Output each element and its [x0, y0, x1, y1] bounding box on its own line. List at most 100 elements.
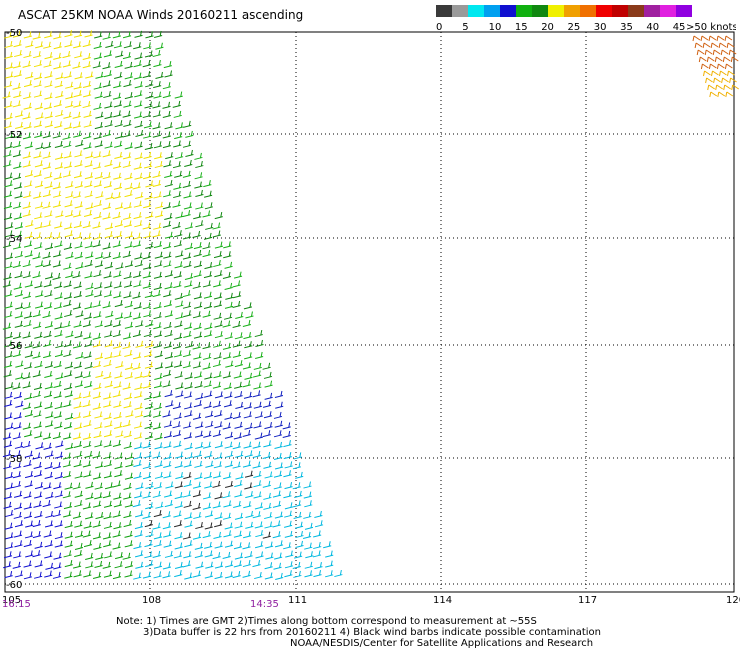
wind-barb	[224, 441, 233, 449]
wind-barb	[144, 520, 153, 528]
wind-barb	[44, 570, 53, 578]
wind-barb	[63, 161, 73, 169]
wind-barb	[12, 242, 22, 250]
wind-barb	[213, 461, 222, 469]
wind-barb	[23, 392, 33, 400]
wind-barb	[264, 511, 273, 520]
wind-barb	[235, 401, 244, 409]
wind-barb	[174, 371, 183, 379]
wind-barb	[222, 371, 232, 379]
wind-barb	[133, 270, 142, 278]
wind-barb	[195, 421, 204, 429]
wind-barb	[165, 400, 174, 408]
wind-barb	[273, 562, 282, 570]
wind-barb	[92, 532, 102, 540]
wind-barb	[14, 271, 23, 279]
wind-barb	[254, 411, 264, 419]
wind-barb	[123, 220, 133, 228]
wind-barb	[264, 572, 273, 580]
wind-barb	[53, 250, 62, 258]
wind-barb	[721, 77, 729, 84]
wind-barb	[34, 541, 43, 549]
wind-barb	[4, 261, 13, 269]
wind-barb	[222, 320, 231, 328]
wind-barb	[5, 222, 14, 230]
wind-barb	[3, 121, 13, 129]
wind-barb	[103, 540, 112, 548]
wind-barb	[134, 252, 143, 260]
wind-barb	[23, 572, 33, 580]
wind-barb	[4, 290, 13, 298]
wind-barb	[184, 572, 193, 580]
wind-barb	[172, 100, 181, 108]
wind-barb	[224, 412, 233, 420]
wind-barb	[163, 321, 172, 330]
wind-barb	[133, 42, 142, 50]
wind-barb	[233, 560, 242, 568]
wind-barb	[255, 351, 264, 359]
wind-barb	[222, 512, 232, 520]
wind-barb	[32, 252, 41, 260]
wind-barb	[700, 63, 709, 70]
wind-barb	[203, 380, 212, 388]
wind-barb	[144, 161, 153, 169]
wind-barb	[123, 519, 132, 528]
wind-barb	[114, 140, 123, 148]
wind-barb	[52, 432, 62, 440]
wind-barb	[92, 402, 101, 410]
wind-barb	[213, 352, 222, 360]
wind-barb	[33, 500, 42, 508]
wind-barb	[703, 70, 711, 77]
wind-barb	[194, 152, 203, 160]
wind-barb	[13, 511, 22, 519]
wind-barb	[152, 130, 161, 138]
wind-barb	[34, 242, 43, 250]
wind-barb	[105, 310, 114, 318]
wind-barb	[23, 50, 32, 59]
wind-barb	[82, 221, 91, 229]
wind-barb	[64, 482, 73, 490]
wind-barb	[192, 570, 201, 578]
wind-barb	[234, 421, 243, 429]
wind-barb	[203, 301, 213, 310]
wind-barb	[14, 320, 23, 328]
wind-barb	[73, 171, 83, 179]
wind-barb	[22, 402, 31, 410]
wind-barb	[303, 511, 312, 519]
wind-barb	[163, 460, 172, 469]
wind-barb	[154, 460, 163, 468]
wind-barb	[54, 121, 63, 129]
wind-barb	[195, 521, 204, 530]
wind-barb	[203, 330, 213, 338]
wind-barb	[253, 370, 262, 378]
wind-barb	[43, 339, 52, 348]
wind-barb	[153, 241, 163, 249]
wind-barb	[123, 482, 132, 490]
wind-barb	[123, 202, 132, 210]
wind-barb	[4, 351, 13, 359]
wind-barb	[275, 401, 284, 409]
wind-barb	[33, 191, 42, 199]
wind-barb	[13, 282, 22, 290]
latitude-label: -58	[6, 454, 22, 465]
wind-barb	[124, 61, 133, 69]
wind-barb	[25, 40, 34, 48]
wind-barb	[124, 182, 133, 190]
wind-barb	[242, 429, 251, 438]
colorbar-swatch	[676, 5, 692, 17]
wind-barb	[264, 422, 273, 430]
wind-barb	[185, 149, 194, 158]
wind-barb	[153, 141, 163, 149]
wind-barb	[225, 292, 234, 300]
wind-barb	[164, 70, 173, 78]
wind-barb	[273, 452, 283, 460]
wind-barb	[214, 492, 223, 500]
wind-barb	[72, 61, 81, 69]
wind-barb	[32, 530, 42, 539]
wind-barb	[275, 572, 284, 580]
wind-barb	[23, 560, 32, 568]
wind-barb	[194, 371, 203, 379]
wind-barb	[142, 110, 151, 119]
wind-barb	[252, 390, 261, 398]
wind-barb	[245, 491, 254, 499]
